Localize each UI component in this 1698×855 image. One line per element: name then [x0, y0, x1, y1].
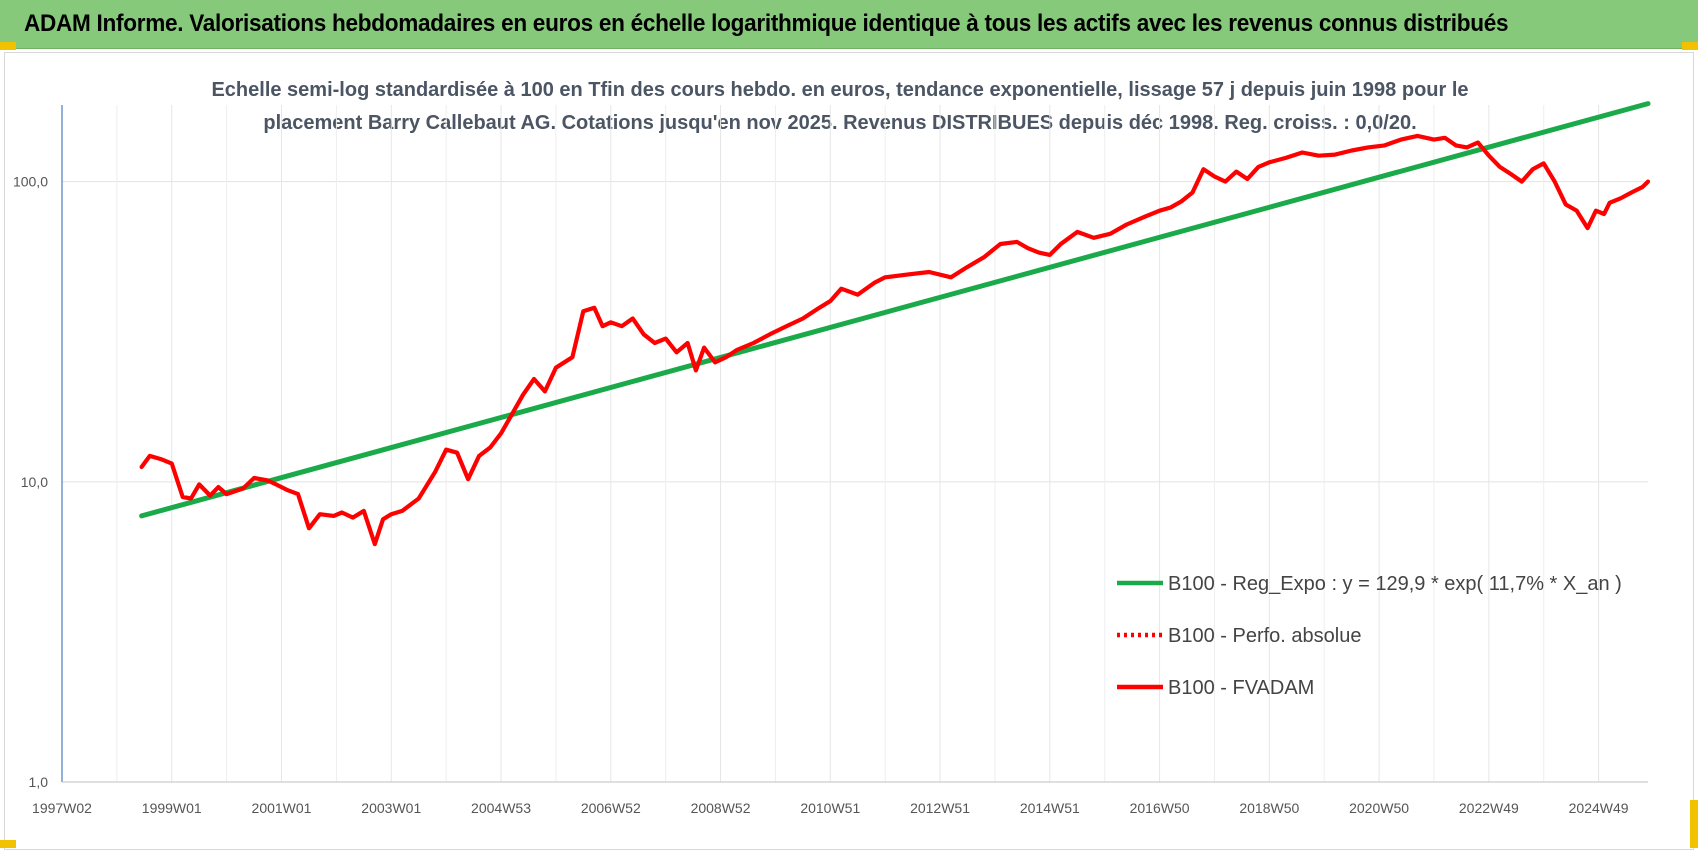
corner-marker-bottom-left	[0, 840, 16, 848]
x-tick-label: 2008W52	[691, 800, 751, 816]
y-tick-label: 10,0	[21, 474, 48, 490]
corner-marker-top-right	[1682, 42, 1698, 50]
x-tick-label: 2001W01	[252, 800, 312, 816]
x-tick-label: 1999W01	[142, 800, 202, 816]
trend-line-series	[139, 101, 1651, 519]
x-tick-label: 2003W01	[361, 800, 421, 816]
chart-title-line-1: Echelle semi-log standardisée à 100 en T…	[211, 79, 1469, 101]
x-tick-label: 2022W49	[1459, 800, 1519, 816]
x-tick-label: 2016W50	[1130, 800, 1190, 816]
x-tick-label: 2014W51	[1020, 800, 1080, 816]
banner-title: ADAM Informe. Valorisations hebdomadaire…	[24, 10, 1509, 37]
y-tick-label: 100,0	[13, 174, 48, 190]
x-tick-label: 2012W51	[910, 800, 970, 816]
legend-label: B100 - FVADAM	[1168, 677, 1314, 699]
x-tick-label: 2010W51	[800, 800, 860, 816]
corner-marker-top-left	[0, 42, 16, 50]
header-banner: ADAM Informe. Valorisations hebdomadaire…	[0, 0, 1698, 49]
x-tick-label: 2004W53	[471, 800, 531, 816]
legend-label: B100 - Perfo. absolue	[1168, 625, 1361, 647]
x-tick-label: 1997W02	[32, 800, 92, 816]
chart-title: Echelle semi-log standardisée à 100 en T…	[160, 74, 1520, 140]
x-tick-label: 2018W50	[1239, 800, 1299, 816]
x-tick-label: 2006W52	[581, 800, 641, 816]
fvadam-series-line	[139, 133, 1651, 547]
x-tick-label: 2024W49	[1569, 800, 1629, 816]
chart-frame	[4, 52, 1694, 850]
x-tick-label: 2020W50	[1349, 800, 1409, 816]
chart-title-line-2: placement Barry Callebaut AG. Cotations …	[263, 112, 1417, 134]
y-tick-label: 1,0	[29, 774, 49, 790]
corner-marker-bottom-right	[1690, 800, 1698, 848]
legend-label: B100 - Reg_Expo : y = 129,9 * exp( 11,7%…	[1168, 573, 1622, 595]
